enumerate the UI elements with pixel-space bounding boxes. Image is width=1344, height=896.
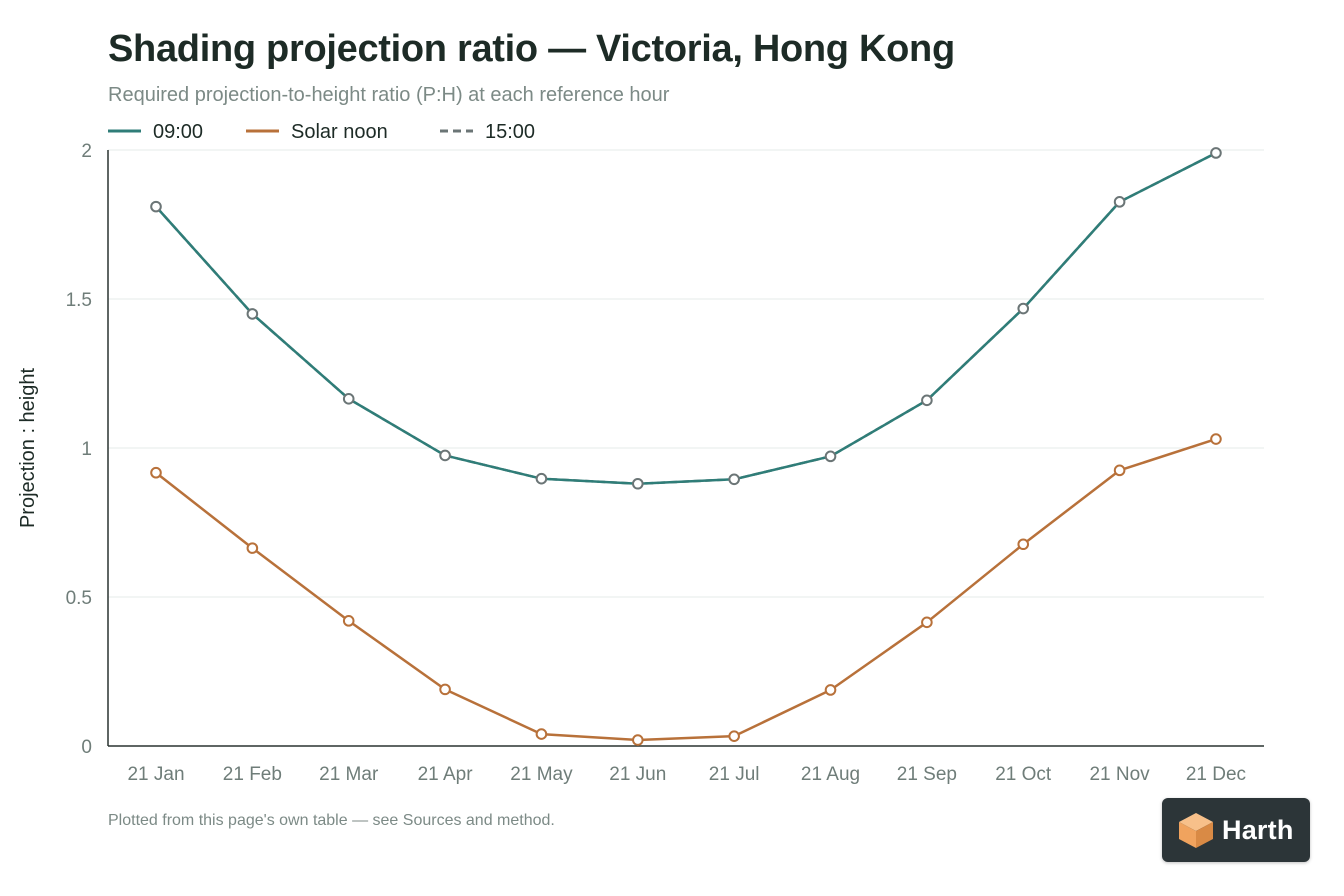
data-point — [342, 615, 355, 627]
legend-label: 15:00 — [485, 121, 535, 143]
y-axis-label: Projection : height — [17, 368, 39, 529]
x-tick-label: 21 Feb — [223, 764, 282, 785]
legend: 09:00 Solar noon 15:00 — [108, 121, 535, 143]
x-tick-label: 21 Dec — [1186, 764, 1246, 785]
data-point — [728, 473, 740, 486]
y-tick-label: 1 — [81, 439, 92, 460]
x-tick-label: 21 Jul — [709, 764, 760, 785]
x-tick-label: 21 Nov — [1089, 764, 1150, 785]
data-point — [535, 472, 548, 485]
series-line-solar-noon — [154, 437, 1218, 742]
data-point — [439, 449, 451, 462]
data-point — [632, 734, 644, 746]
x-tick-label: 21 May — [510, 764, 573, 785]
series-layer — [150, 147, 1222, 746]
brand-badge[interactable]: Harth — [1162, 798, 1310, 862]
data-point — [246, 308, 259, 320]
line-chart: 09:00 Solar noon 15:00 0 0.5 1 1.5 2 21 Jan 21 F… — [17, 121, 1264, 785]
x-tick-label: 21 Jan — [127, 764, 184, 785]
series-line-09-00 — [154, 151, 1218, 486]
x-tick-label: 21 Oct — [995, 764, 1052, 785]
data-point — [150, 200, 162, 213]
data-point — [632, 477, 644, 490]
data-point — [150, 466, 162, 479]
legend-label: Solar noon — [291, 121, 388, 143]
x-tick-label: 21 Mar — [319, 764, 379, 785]
series-line-15-00 — [154, 151, 1218, 486]
gridlines — [108, 149, 1264, 598]
data-point — [1210, 147, 1222, 159]
data-point — [824, 684, 837, 696]
data-point — [824, 450, 837, 463]
chart-subtitle: Required projection-to-height ratio (P:H… — [108, 84, 670, 106]
x-tick-label: 21 Aug — [801, 764, 860, 785]
data-point — [728, 730, 740, 742]
data-point — [1113, 196, 1126, 208]
data-point — [342, 393, 355, 405]
y-tick-label: 0.5 — [66, 588, 92, 609]
cube-logo-icon — [1179, 813, 1213, 848]
x-tick-label: 21 Apr — [418, 764, 474, 785]
data-point — [921, 394, 933, 407]
legend-label: 09:00 — [153, 121, 203, 143]
data-point — [1210, 433, 1222, 445]
data-point — [439, 683, 451, 696]
x-tick-label: 21 Jun — [609, 764, 666, 785]
y-tick-label: 0 — [81, 737, 92, 758]
y-tick-label: 1.5 — [66, 290, 92, 311]
chart-title: Shading projection ratio — Victoria, Hon… — [108, 28, 955, 70]
data-point — [535, 728, 548, 740]
y-tick-label: 2 — [81, 141, 92, 162]
data-point — [1113, 464, 1126, 477]
data-point — [246, 542, 259, 554]
axes: 0 0.5 1 1.5 2 21 Jan 21 Feb 21 Mar 21 Apr 21 May 2… — [66, 141, 1264, 785]
brand-name: Harth — [1222, 814, 1294, 845]
data-point — [921, 616, 933, 629]
data-point — [1017, 538, 1030, 551]
footnote: Plotted from this page's own table — see… — [108, 812, 555, 829]
data-point — [1017, 302, 1030, 315]
x-tick-label: 21 Sep — [897, 764, 957, 785]
